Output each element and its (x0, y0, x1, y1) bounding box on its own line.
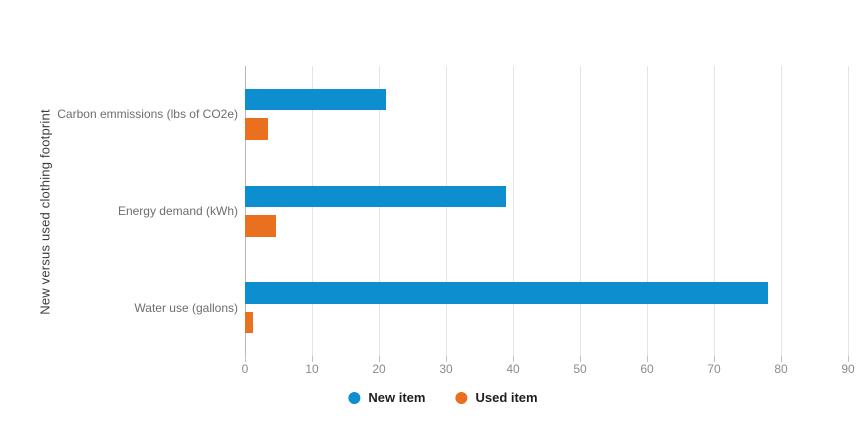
x-tick-label: 40 (506, 362, 520, 376)
x-tick-label: 20 (372, 362, 386, 376)
used-item-swatch-icon (455, 392, 468, 404)
bar-new-item[interactable] (245, 88, 386, 111)
legend-item-used-item[interactable]: Used item (455, 390, 538, 406)
bar-new-item[interactable] (245, 282, 768, 304)
axis-tick (312, 356, 313, 362)
gridline (580, 66, 581, 356)
category-labels: Carbon emmissions (lbs of CO2e) Energy de… (0, 0, 238, 440)
gridline (848, 66, 849, 356)
x-axis-tick-labels: 0 10 20 30 40 50 60 70 80 90 (241, 362, 855, 376)
bar-used-item[interactable] (245, 311, 254, 334)
gridline (513, 66, 514, 356)
axis-tick (781, 356, 782, 362)
y-axis-line (245, 66, 246, 356)
gridline (647, 66, 648, 356)
axis-tick (848, 356, 849, 362)
plot-area (245, 66, 849, 362)
x-tick-label: 70 (707, 362, 721, 376)
axis-tick (647, 356, 648, 362)
x-tick-label: 50 (573, 362, 587, 376)
gridline (312, 66, 313, 356)
axis-tick (714, 356, 715, 362)
x-tick-label: 0 (241, 362, 249, 376)
bar-used-item[interactable] (245, 215, 277, 237)
x-tick-label: 90 (841, 362, 855, 376)
legend-item-new-item[interactable]: New item (348, 390, 425, 406)
category-label: Energy demand (kWh) (117, 204, 238, 218)
legend: New item Used item (348, 390, 538, 406)
bar-new-item[interactable] (245, 185, 507, 207)
bar-used-item[interactable] (245, 118, 269, 140)
legend-label-used-item: Used item (475, 390, 538, 405)
axis-tick (379, 356, 380, 362)
category-label: Water use (gallons) (134, 300, 238, 315)
x-tick-label: 80 (774, 362, 788, 376)
x-tick-label: 10 (305, 362, 319, 376)
gridline (781, 66, 782, 356)
axis-tick (245, 356, 246, 362)
new-item-swatch-icon (348, 392, 361, 404)
gridline (379, 66, 380, 356)
axis-tick (513, 356, 514, 362)
x-tick-label: 30 (439, 362, 453, 376)
axis-tick (446, 356, 447, 362)
legend-label-new-item: New item (368, 390, 426, 405)
axis-tick (580, 356, 581, 362)
gridline (714, 66, 715, 356)
category-label: Carbon emmissions (lbs of CO2e) (57, 107, 238, 122)
x-tick-label: 60 (640, 362, 654, 376)
gridline (446, 66, 447, 356)
